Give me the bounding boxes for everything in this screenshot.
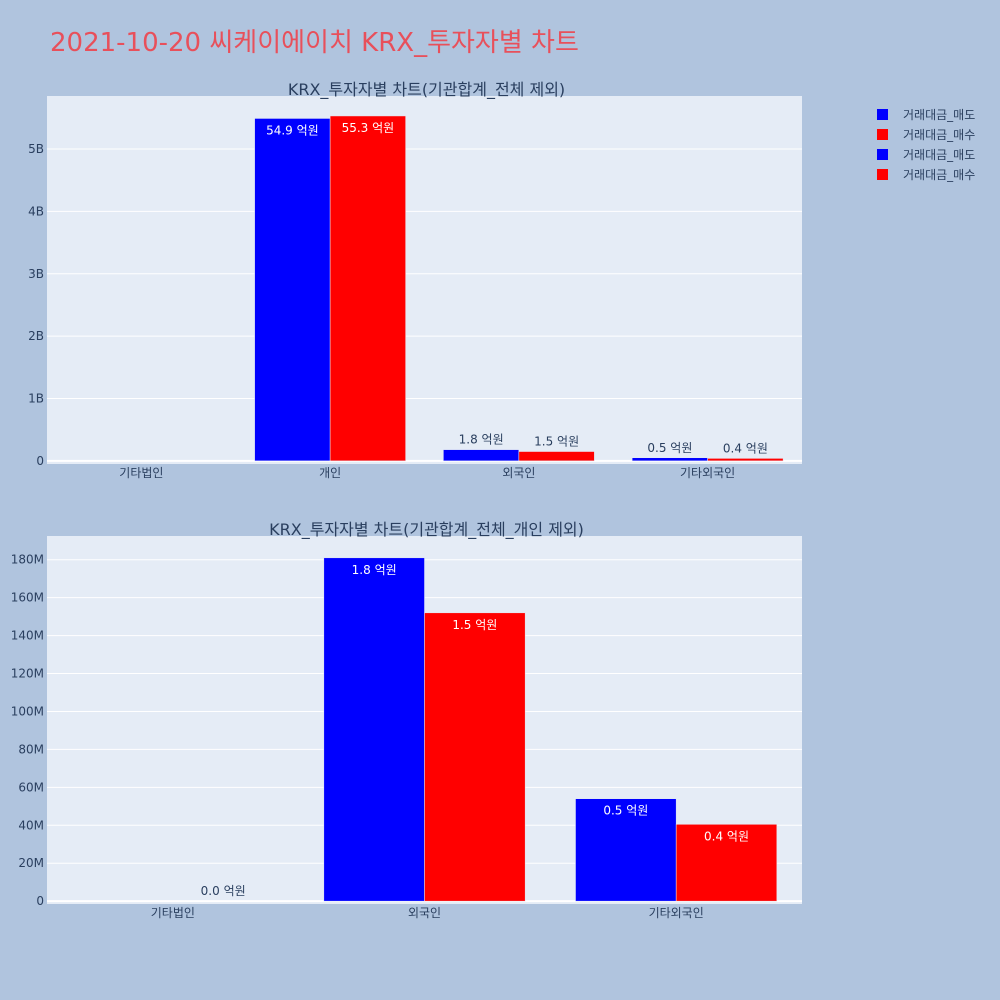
page-title: 2021-10-20 씨케이에이치 KRX_투자자별 차트 xyxy=(50,28,579,58)
y-tick-label: 4B xyxy=(28,204,44,218)
y-tick-label: 2B xyxy=(28,329,44,343)
data-label: 54.9 억원 xyxy=(266,123,319,137)
x-tick-label: 외국인 xyxy=(502,466,535,480)
legend-swatch[interactable] xyxy=(877,129,888,140)
y-tick-label: 160M xyxy=(11,591,44,605)
y-tick-label: 20M xyxy=(18,856,44,870)
data-label: 1.5 억원 xyxy=(452,618,497,632)
y-tick-label: 120M xyxy=(11,667,44,681)
bar xyxy=(631,457,708,462)
y-tick-label: 0 xyxy=(36,454,44,468)
bar xyxy=(575,798,677,902)
plot-background xyxy=(47,96,802,464)
data-label: 0.4 억원 xyxy=(723,441,768,455)
bar xyxy=(707,458,784,462)
bar xyxy=(518,451,595,462)
chart-panel-1: 0 1B 2B 3B 4B 5B 기타법인 개인 외국인 기타외국인 54.9 억원 1.8 억원 0.… xyxy=(28,80,802,480)
y-tick-label: 140M xyxy=(11,629,44,643)
bar xyxy=(424,612,526,902)
x-tick-label: 기타법인 xyxy=(119,466,163,480)
chart-title: KRX_투자자별 차트(기관합계_전체 제외) xyxy=(288,80,565,100)
y-tick-label: 80M xyxy=(18,742,44,756)
x-tick-label: 기타법인 xyxy=(151,906,195,920)
y-tick-label: 100M xyxy=(11,704,44,718)
legend-label[interactable]: 거래대금_매도 xyxy=(903,108,975,122)
y-tick-label: 40M xyxy=(18,818,44,832)
legend-label[interactable]: 거래대금_매도 xyxy=(903,148,975,162)
legend-swatch[interactable] xyxy=(877,109,888,120)
legend-label[interactable]: 거래대금_매수 xyxy=(903,168,975,182)
y-tick-label: 1B xyxy=(28,392,44,406)
bar xyxy=(329,115,406,462)
y-tick-label: 0 xyxy=(36,894,44,908)
data-label: 0.4 억원 xyxy=(704,829,749,843)
bar xyxy=(254,118,331,462)
y-tick-label: 180M xyxy=(11,553,44,567)
y-tick-label: 60M xyxy=(18,780,44,794)
data-label: 0.0 억원 xyxy=(201,884,246,898)
data-label: 1.8 억원 xyxy=(459,433,504,447)
chart-title: KRX_투자자별 차트(기관합계_전체_개인 제외) xyxy=(269,520,584,540)
data-label: 0.5 억원 xyxy=(603,804,648,818)
legend-label[interactable]: 거래대금_매수 xyxy=(903,128,975,142)
legend-swatch[interactable] xyxy=(877,169,888,180)
y-tick-label: 3B xyxy=(28,267,44,281)
bar xyxy=(443,449,520,462)
legend-swatch[interactable] xyxy=(877,149,888,160)
data-label: 0.5 억원 xyxy=(647,441,692,455)
x-tick-label: 기타외국인 xyxy=(680,466,735,480)
bar xyxy=(323,557,425,902)
x-tick-label: 개인 xyxy=(319,466,341,480)
bar xyxy=(675,824,778,902)
data-label: 1.8 억원 xyxy=(352,563,397,577)
y-tick-label: 5B xyxy=(28,142,44,156)
chart-panel-2: 0 20M 40M 60M 80M 100M 120M 140M 160M 180M 기타법인 외국인… xyxy=(11,520,802,920)
x-tick-label: 기타외국인 xyxy=(649,906,704,920)
x-tick-label: 외국인 xyxy=(408,906,441,920)
data-label: 55.3 억원 xyxy=(342,121,395,135)
data-label: 1.5 억원 xyxy=(534,435,579,449)
